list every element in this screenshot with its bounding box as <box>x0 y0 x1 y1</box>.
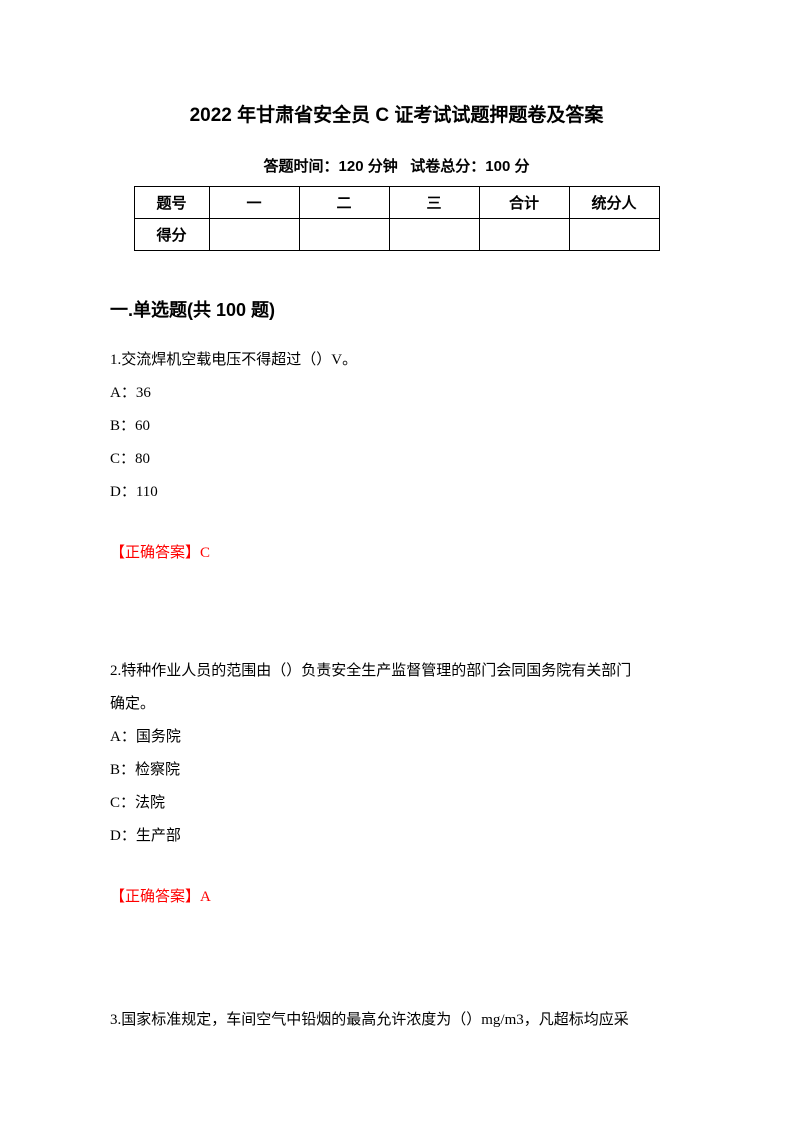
table-cell <box>389 219 479 251</box>
table-header-cell: 统分人 <box>569 187 659 219</box>
table-header-cell: 一 <box>209 187 299 219</box>
question-text: 1.交流焊机空载电压不得超过（）V。 <box>110 344 683 377</box>
table-cell <box>479 219 569 251</box>
option-b: B：检察院 <box>110 754 683 787</box>
option-a: A：国务院 <box>110 721 683 754</box>
table-row: 题号 一 二 三 合计 统分人 <box>134 187 659 219</box>
section-header: 一.单选题(共 100 题) <box>110 296 683 322</box>
question-text: 2.特种作业人员的范围由（）负责安全生产监督管理的部门会同国务院有关部门 <box>110 655 683 688</box>
question-1: 1.交流焊机空载电压不得超过（）V。 A：36 B：60 C：80 D：110 … <box>110 344 683 570</box>
option-b: B：60 <box>110 410 683 443</box>
score-table: 题号 一 二 三 合计 统分人 得分 <box>134 186 660 251</box>
question-text: 3.国家标准规定，车间空气中铅烟的最高允许浓度为（）mg/m3，凡超标均应采 <box>110 1004 683 1037</box>
table-header-cell: 题号 <box>134 187 209 219</box>
answer: 【正确答案】C <box>110 537 683 570</box>
answer: 【正确答案】A <box>110 881 683 914</box>
question-text-cont: 确定。 <box>110 688 683 721</box>
table-cell <box>569 219 659 251</box>
time-label: 答题时间： <box>264 158 339 175</box>
option-c: C：80 <box>110 443 683 476</box>
table-row: 得分 <box>134 219 659 251</box>
time-value: 120 分钟 <box>339 158 398 175</box>
question-2: 2.特种作业人员的范围由（）负责安全生产监督管理的部门会同国务院有关部门 确定。… <box>110 655 683 914</box>
table-header-cell: 三 <box>389 187 479 219</box>
table-cell <box>209 219 299 251</box>
option-c: C：法院 <box>110 787 683 820</box>
table-cell <box>299 219 389 251</box>
option-a: A：36 <box>110 377 683 410</box>
table-cell: 得分 <box>134 219 209 251</box>
option-d: D：110 <box>110 476 683 509</box>
page-title: 2022 年甘肃省安全员 C 证考试试题押题卷及答案 <box>110 100 683 127</box>
table-header-cell: 二 <box>299 187 389 219</box>
score-label: 试卷总分： <box>410 158 485 175</box>
question-3: 3.国家标准规定，车间空气中铅烟的最高允许浓度为（）mg/m3，凡超标均应采 <box>110 1004 683 1037</box>
option-d: D：生产部 <box>110 820 683 853</box>
page-subtitle: 答题时间：120 分钟 试卷总分：100 分 <box>110 155 683 176</box>
table-header-cell: 合计 <box>479 187 569 219</box>
score-value: 100 分 <box>485 158 529 175</box>
